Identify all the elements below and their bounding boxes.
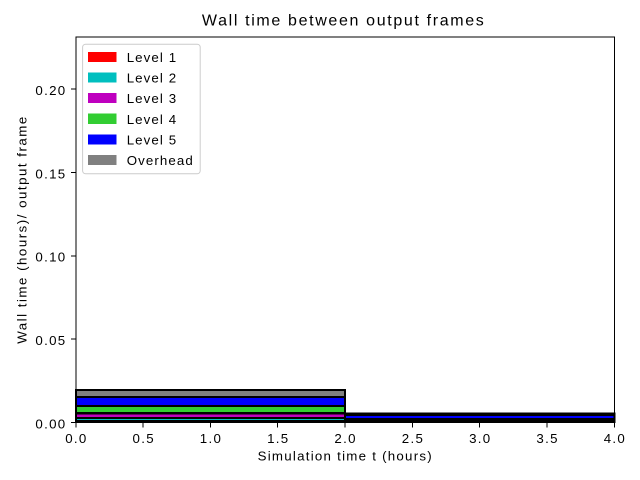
svg-text:Level 1: Level 1 [127, 50, 178, 65]
svg-text:1.5: 1.5 [267, 431, 289, 446]
svg-text:Wall time (hours)/ output fram: Wall time (hours)/ output frame [14, 115, 29, 344]
svg-text:0.20: 0.20 [35, 83, 66, 98]
svg-text:3.0: 3.0 [469, 431, 491, 446]
svg-text:3.5: 3.5 [536, 431, 558, 446]
svg-text:1.0: 1.0 [200, 431, 222, 446]
svg-text:Level 5: Level 5 [127, 133, 178, 148]
svg-text:0.0: 0.0 [65, 431, 87, 446]
svg-text:0.00: 0.00 [35, 416, 66, 431]
svg-text:Level 4: Level 4 [127, 112, 178, 127]
svg-text:Level 3: Level 3 [127, 91, 178, 106]
svg-text:0.05: 0.05 [35, 333, 66, 348]
svg-text:Level 2: Level 2 [127, 71, 178, 86]
svg-text:Wall time between output frame: Wall time between output frames [202, 12, 486, 29]
svg-text:Overhead: Overhead [127, 153, 194, 168]
svg-text:2.0: 2.0 [334, 431, 356, 446]
svg-text:0.15: 0.15 [35, 166, 66, 181]
svg-text:0.5: 0.5 [133, 431, 155, 446]
svg-text:2.5: 2.5 [402, 431, 424, 446]
svg-text:0.10: 0.10 [35, 250, 66, 265]
svg-text:Simulation time t (hours): Simulation time t (hours) [258, 448, 433, 463]
svg-text:4.0: 4.0 [604, 431, 626, 446]
